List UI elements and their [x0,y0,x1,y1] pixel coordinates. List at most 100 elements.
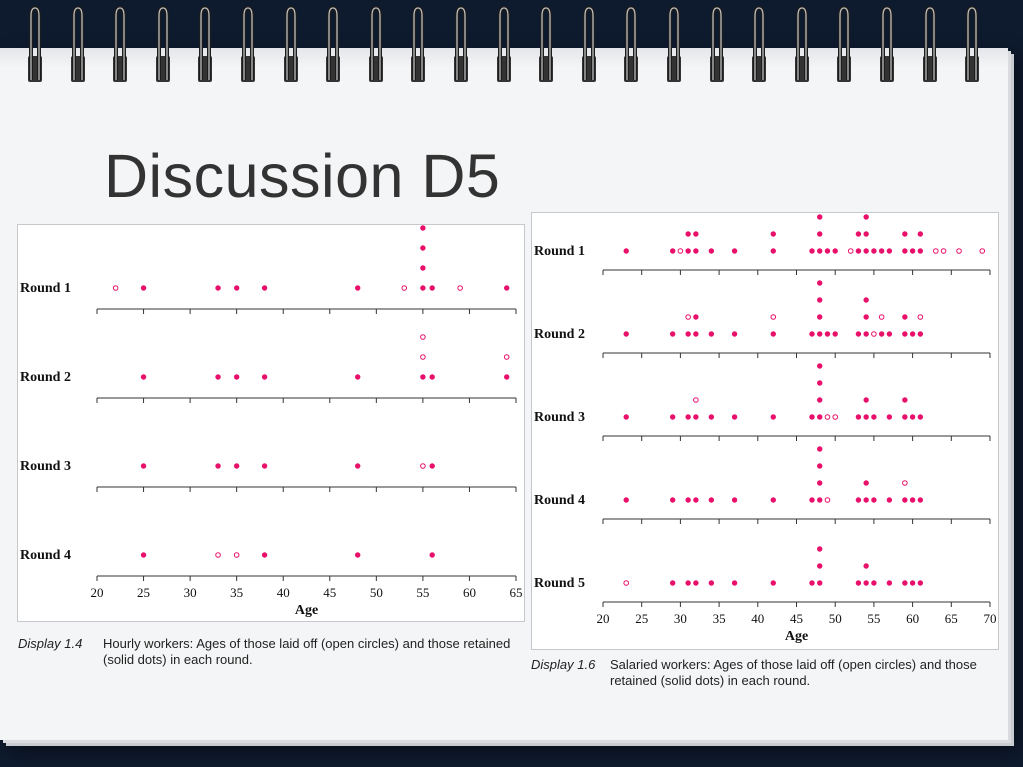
retained-point [863,497,869,503]
laid-off-point [233,552,240,558]
retained-point [817,446,823,452]
retained-point [261,463,268,469]
retained-point [685,248,691,254]
binding-ring [409,5,429,92]
retained-point [855,248,862,254]
binding-ring [495,5,515,92]
retained-point [817,397,823,403]
retained-point [708,248,715,254]
laid-off-point [847,248,854,254]
retained-point [215,285,221,291]
retained-point [817,497,823,503]
hourly-chart-svg: Round 1 Round 2 Round 3 Round 4 20 25 30 35 40 45… [20,205,523,618]
retained-point [817,563,823,569]
retained-point [261,285,268,291]
retained-point [909,497,916,503]
retained-point [817,280,823,286]
retained-point [863,314,869,320]
tick-label: 65 [510,585,523,600]
retained-point [886,580,893,586]
binding-ring [282,5,302,92]
tick-label: 35 [230,585,243,600]
binding-ring [878,5,898,92]
binding-ring [537,5,557,92]
salaried-workers-dot-plot: Round 1 Round 2 Round 3 Round 4 Round 5 20 25 3… [531,212,999,650]
display-1-4-caption: Display 1.4 Hourly workers: Ages of thos… [18,636,518,670]
laid-off-point [401,285,408,291]
retained-point [855,414,862,420]
retained-point [863,331,869,337]
retained-point [817,463,823,469]
round-label: Round 3 [20,459,71,474]
laid-off-point [420,334,426,340]
laid-off-point [917,314,924,320]
retained-point [669,497,676,503]
laid-off-point [457,285,463,291]
retained-point [855,497,862,503]
retained-point [693,414,699,420]
binding-ring [69,5,89,92]
retained-point [623,414,629,420]
retained-point [809,414,815,420]
retained-point [770,497,776,503]
retained-point [233,463,240,469]
retained-point [708,331,715,337]
retained-point [917,248,924,254]
x-axis-label: Age [295,603,318,618]
tick-label: 45 [790,611,803,626]
round-label: Round 2 [534,327,585,342]
laid-off-point [420,463,426,469]
retained-point [233,285,240,291]
retained-point [731,414,738,420]
retained-point [824,248,831,254]
laid-off-point [677,248,684,254]
tick-label: 55 [416,585,429,600]
binding-ring [580,5,600,92]
round-label: Round 3 [534,410,585,425]
retained-point [770,331,776,337]
retained-point [871,497,877,503]
binding-ring [26,5,46,92]
binding-ring [239,5,259,92]
retained-point [902,248,908,254]
retained-point [863,480,869,486]
binding-ring [196,5,216,92]
retained-point [770,231,776,237]
retained-point [770,580,776,586]
tick-label: 35 [713,611,726,626]
retained-point [909,414,916,420]
retained-point [685,414,691,420]
laid-off-point [956,248,962,254]
caption-label: Display 1.6 [531,657,596,672]
x-axis-label: Age [785,629,808,644]
laid-off-point [940,248,947,254]
retained-point [871,580,877,586]
round-label: Round 1 [20,281,71,296]
retained-point [817,248,823,254]
retained-point [817,380,823,386]
retained-point [261,374,268,380]
binding-ring [921,5,941,92]
retained-point [693,248,699,254]
tick-label: 40 [277,585,290,600]
laid-off-point [685,314,691,320]
retained-point [623,248,629,254]
laid-off-point [878,314,885,320]
retained-point [429,552,435,558]
retained-point [708,580,715,586]
retained-point [878,331,885,337]
laid-off-point [902,480,908,486]
binding-ring [963,5,983,92]
round-label: Round 2 [20,370,71,385]
retained-point [917,580,924,586]
tick-label: 55 [867,611,880,626]
retained-point [503,374,510,380]
binding-ring [750,5,770,92]
retained-point [809,580,815,586]
retained-point [503,285,510,291]
retained-point [708,414,715,420]
retained-point [863,414,869,420]
caption-text: Salaried workers: Ages of those laid off… [610,657,977,688]
retained-point [917,231,924,237]
tick-label: 50 [370,585,383,600]
